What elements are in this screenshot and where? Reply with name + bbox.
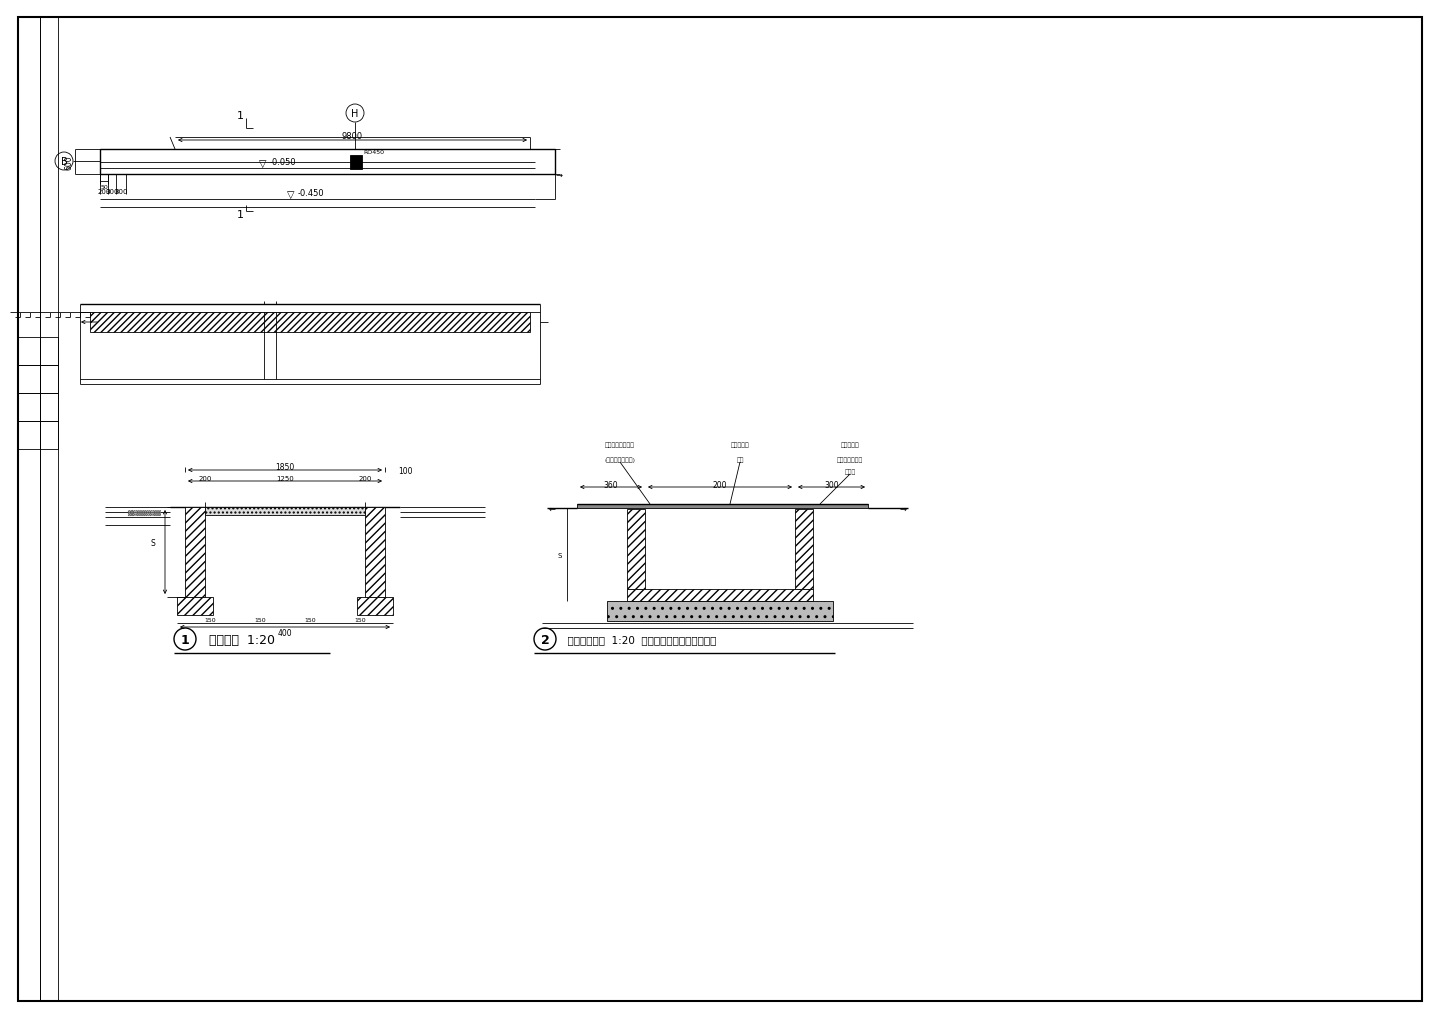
Bar (608, 601, 832, 622)
Bar (364, 507, 384, 597)
Text: 水沟剖面大样  1:20  （注：水池做法参照此图）: 水沟剖面大样 1:20 （注：水池做法参照此图） (562, 635, 716, 644)
Text: ▽: ▽ (287, 190, 295, 200)
Text: 1: 1 (236, 210, 243, 220)
Text: 300: 300 (825, 480, 840, 489)
Bar (177, 597, 213, 615)
Bar (40, 337, 58, 366)
Text: 300: 300 (105, 189, 118, 195)
Text: 50: 50 (101, 184, 108, 190)
Bar (19, 366, 40, 393)
Text: 150: 150 (204, 616, 216, 622)
Text: 150: 150 (304, 616, 315, 622)
Text: 1850: 1850 (275, 463, 295, 472)
Bar (357, 597, 393, 615)
Bar (626, 510, 645, 589)
Bar (40, 393, 58, 422)
Bar (19, 337, 40, 366)
Bar (626, 589, 814, 601)
Text: 1: 1 (180, 633, 190, 646)
Text: S: S (557, 552, 562, 558)
Text: →: → (556, 170, 563, 179)
Text: -0.050: -0.050 (271, 157, 297, 166)
Text: 200: 200 (359, 476, 372, 482)
Text: 360: 360 (603, 480, 618, 489)
Text: 600: 600 (65, 155, 73, 169)
Text: RO450: RO450 (363, 150, 384, 154)
Text: ←: ← (549, 504, 556, 513)
Text: 300: 300 (114, 189, 128, 195)
Text: 安全网: 安全网 (844, 469, 855, 474)
Text: -0.450: -0.450 (298, 189, 324, 198)
Text: B: B (60, 157, 68, 167)
Bar (350, 156, 361, 170)
Text: 防水砂浆抹面找坡: 防水砂浆抹面找坡 (605, 442, 635, 447)
Text: 9800: 9800 (341, 131, 363, 141)
Text: 200: 200 (713, 480, 727, 489)
Bar (795, 510, 814, 589)
Text: →: → (900, 504, 907, 513)
Bar (184, 507, 204, 597)
Text: 150: 150 (255, 616, 266, 622)
Text: 不锈钢螺栓固定: 不锈钢螺栓固定 (837, 457, 863, 463)
Bar (91, 313, 530, 332)
Text: H: H (351, 109, 359, 119)
Text: S: S (150, 538, 156, 547)
Bar (19, 393, 40, 422)
Text: 400: 400 (278, 629, 292, 638)
Text: 花坛大样  1:20: 花坛大样 1:20 (202, 633, 275, 646)
Bar (40, 18, 58, 1001)
Text: 1: 1 (236, 111, 243, 121)
Bar (99, 150, 554, 175)
Text: 100: 100 (397, 466, 412, 475)
Bar (40, 366, 58, 393)
Text: 150: 150 (354, 616, 366, 622)
Bar (19, 422, 40, 449)
Bar (577, 504, 868, 508)
Text: ▽: ▽ (259, 159, 266, 169)
Text: ▓▓▓▓▓▓▓▓: ▓▓▓▓▓▓▓▓ (127, 510, 161, 516)
Text: 1250: 1250 (276, 476, 294, 482)
Text: 200: 200 (98, 189, 111, 195)
Text: 钢格栅盖板: 钢格栅盖板 (841, 442, 860, 447)
Bar (204, 507, 364, 516)
Text: 2: 2 (540, 633, 550, 646)
Text: 刷漆: 刷漆 (736, 457, 743, 463)
Text: (砂浆成分见说明): (砂浆成分见说明) (605, 457, 635, 463)
Bar (40, 422, 58, 449)
Text: 防锈漆两遍: 防锈漆两遍 (730, 442, 749, 447)
Bar (19, 18, 40, 1001)
Text: 200: 200 (199, 476, 212, 482)
